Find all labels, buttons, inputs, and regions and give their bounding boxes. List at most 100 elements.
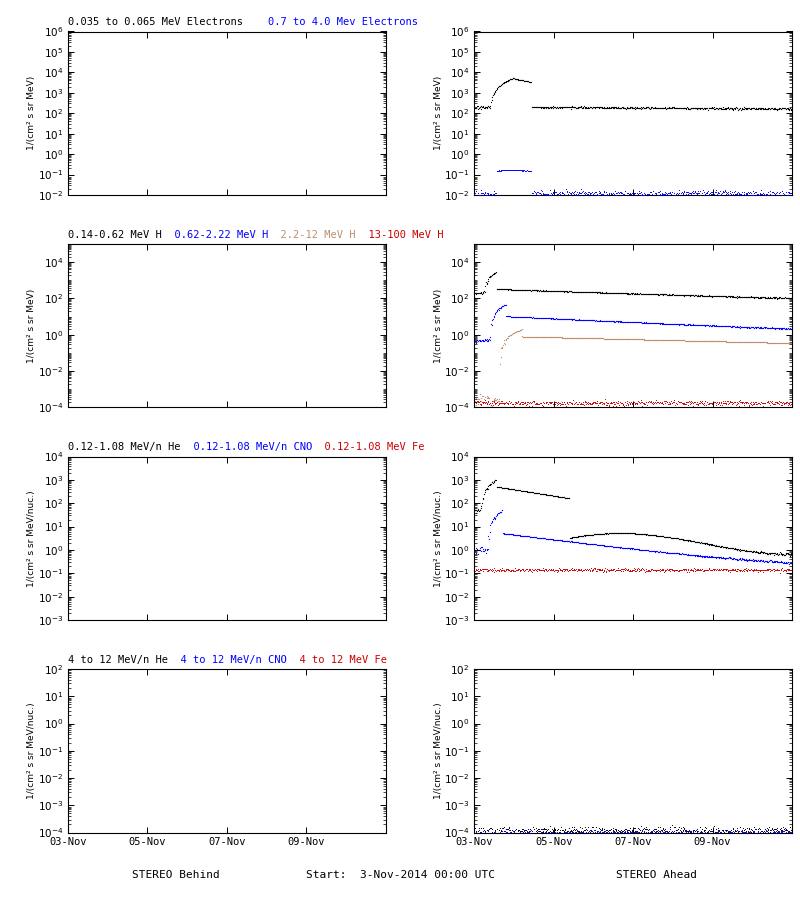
Point [651,102,664,116]
Point [601,398,614,412]
Point [718,184,731,198]
Point [650,825,663,840]
Point [776,561,789,575]
Point [609,563,622,578]
Point [519,394,532,409]
Point [700,289,713,303]
Point [588,285,601,300]
Point [593,186,606,201]
Point [566,820,578,834]
Point [486,402,498,417]
Point [522,829,535,843]
Point [619,189,632,203]
Point [490,185,502,200]
Point [508,527,521,542]
Point [684,186,697,201]
Point [660,562,673,577]
Point [475,499,488,513]
Point [713,319,726,333]
Point [557,284,570,298]
Point [533,829,546,843]
Point [599,563,612,578]
Point [736,335,749,349]
Point [698,394,711,409]
Text: 0.12-1.08 MeV/n CNO: 0.12-1.08 MeV/n CNO [181,442,312,452]
Point [662,545,675,560]
Point [623,315,636,329]
Point [566,827,579,842]
Point [598,285,610,300]
Point [723,184,736,199]
Point [576,312,589,327]
Point [672,563,685,578]
Point [621,314,634,328]
Point [506,527,519,542]
Point [612,526,625,540]
Point [707,827,720,842]
Point [770,292,783,306]
Point [664,317,677,331]
Point [719,824,732,838]
Point [560,826,573,841]
Point [484,395,497,410]
Point [585,284,598,299]
Point [559,311,572,326]
Point [759,824,772,838]
Point [494,394,507,409]
Point [784,824,797,839]
Point [641,187,654,202]
Point [728,826,741,841]
Point [557,534,570,548]
Point [502,310,515,324]
Point [474,544,487,559]
Point [711,102,724,116]
Point [509,71,522,86]
Point [664,829,677,843]
Point [676,396,689,410]
Point [562,100,574,114]
Point [470,190,482,204]
Point [781,827,794,842]
Point [618,822,631,836]
Point [560,312,573,327]
Point [574,828,587,842]
Point [619,315,632,329]
Point [766,185,778,200]
Point [540,824,553,839]
Point [545,330,558,345]
Point [527,825,540,840]
Point [754,554,766,568]
Point [689,549,702,563]
Point [469,563,482,578]
Point [678,562,691,577]
Point [602,314,614,328]
Point [490,831,503,845]
Point [731,320,744,334]
Point [662,824,674,839]
Point [558,186,570,201]
Point [770,827,783,842]
Point [598,825,610,840]
Point [590,313,603,328]
Point [530,186,542,201]
Point [730,827,742,842]
Point [766,562,779,576]
Point [486,829,498,843]
Point [697,334,710,348]
Point [542,330,554,345]
Point [616,824,629,838]
Point [512,310,525,324]
Point [601,395,614,410]
Point [538,330,551,345]
Point [741,821,754,835]
Point [601,826,614,841]
Point [506,831,519,845]
Point [713,550,726,564]
Point [512,824,525,839]
Point [480,99,493,113]
Point [702,289,715,303]
Point [489,266,502,280]
Point [769,826,782,841]
Point [513,829,526,843]
Point [647,101,660,115]
